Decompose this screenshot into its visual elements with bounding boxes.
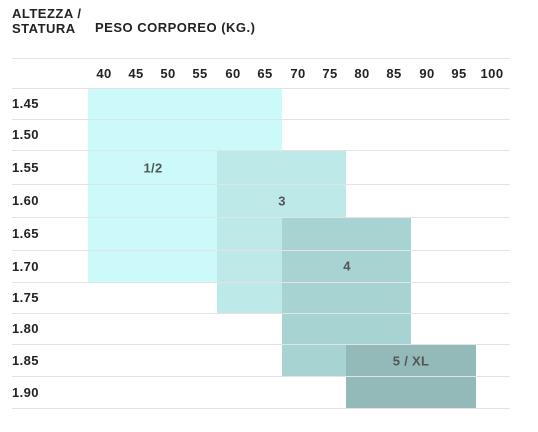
weight-column-label: 40 (96, 66, 112, 81)
weight-column-label: 75 (322, 66, 338, 81)
weight-column-label: 80 (354, 66, 370, 81)
weight-column-label: 60 (225, 66, 241, 81)
row-divider (12, 184, 510, 185)
size-zone-label: 3 (278, 193, 286, 209)
size-zone-label: 1/2 (143, 160, 163, 176)
height-row-label: 1.55 (12, 159, 39, 175)
row-divider (12, 282, 510, 283)
height-row-label: 1.65 (12, 226, 39, 241)
row-divider (12, 217, 510, 218)
weight-column-label: 55 (192, 66, 208, 81)
row-divider (12, 119, 510, 120)
weight-column-label: 50 (160, 66, 176, 81)
weight-column-label: 70 (290, 66, 306, 81)
row-divider (12, 250, 510, 251)
weight-header: PESO CORPOREO (KG.) (95, 20, 256, 35)
height-row-label: 1.60 (12, 193, 39, 208)
size-zone-label: 5 / XL (392, 353, 430, 369)
row-divider (12, 344, 510, 345)
weight-column-label: 65 (257, 66, 273, 81)
row-divider (12, 150, 510, 151)
row-divider (12, 313, 510, 314)
height-row-label: 1.80 (12, 321, 39, 336)
weight-column-label: 85 (386, 66, 402, 81)
weight-column-label: 100 (480, 66, 504, 81)
row-divider (12, 88, 510, 89)
height-column-header: ALTEZZA / STATURA (12, 6, 82, 36)
height-row-label: 1.85 (12, 352, 39, 368)
row-divider (12, 58, 510, 59)
height-row-label: 1.75 (12, 290, 39, 305)
row-divider (12, 408, 510, 409)
weight-column-label: 95 (451, 66, 467, 81)
size-zone-label: 4 (343, 258, 351, 274)
height-row-label: 1.70 (12, 258, 39, 274)
weight-column-label: 45 (128, 66, 144, 81)
row-divider (12, 376, 510, 377)
height-row-label: 1.90 (12, 384, 39, 400)
height-row-label: 1.50 (12, 127, 39, 142)
weight-column-label: 90 (419, 66, 435, 81)
height-row-label: 1.45 (12, 95, 39, 111)
